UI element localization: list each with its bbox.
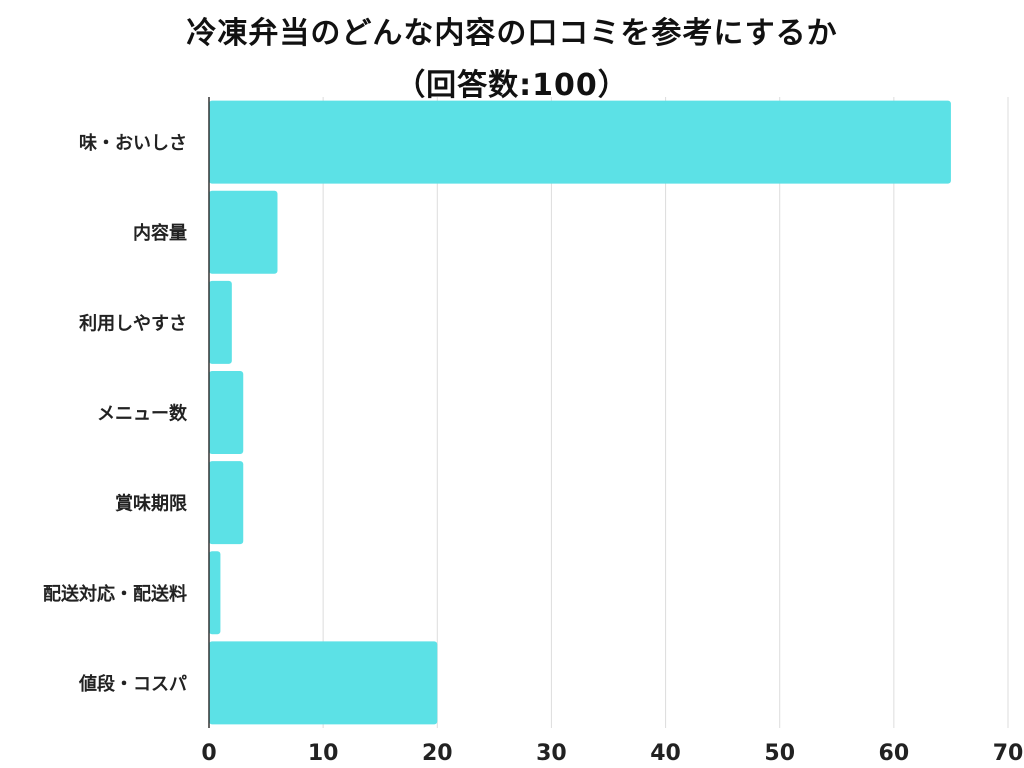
category-label: 配送対応・配送料 — [43, 583, 187, 605]
bar — [209, 371, 244, 454]
category-label: 味・おいしさ — [79, 133, 187, 154]
x-tick-label: 70 — [993, 741, 1024, 766]
x-tick-label: 30 — [536, 741, 567, 766]
category-label: 賞味期限 — [115, 493, 188, 515]
bar — [209, 100, 951, 184]
x-tick-label: 40 — [650, 741, 681, 766]
bar — [209, 551, 221, 635]
x-tick-label: 50 — [764, 741, 795, 766]
chart-subtitle: （回答数:100） — [395, 68, 629, 103]
x-tick-label: 20 — [422, 741, 453, 766]
bar — [209, 190, 278, 274]
x-tick-label: 0 — [201, 741, 216, 766]
category-label: 利用しやすさ — [79, 312, 187, 334]
chart-title: 冷凍弁当のどんな内容の口コミを参考にするか — [186, 16, 838, 51]
x-tick-label: 60 — [879, 741, 910, 766]
x-tick-label: 10 — [308, 741, 339, 766]
category-label: 値段・コスパ — [78, 673, 187, 695]
bar — [209, 280, 232, 364]
bar — [209, 461, 244, 545]
category-label: メニュー数 — [97, 403, 188, 425]
bar — [209, 641, 438, 725]
category-label: 内容量 — [133, 222, 187, 244]
